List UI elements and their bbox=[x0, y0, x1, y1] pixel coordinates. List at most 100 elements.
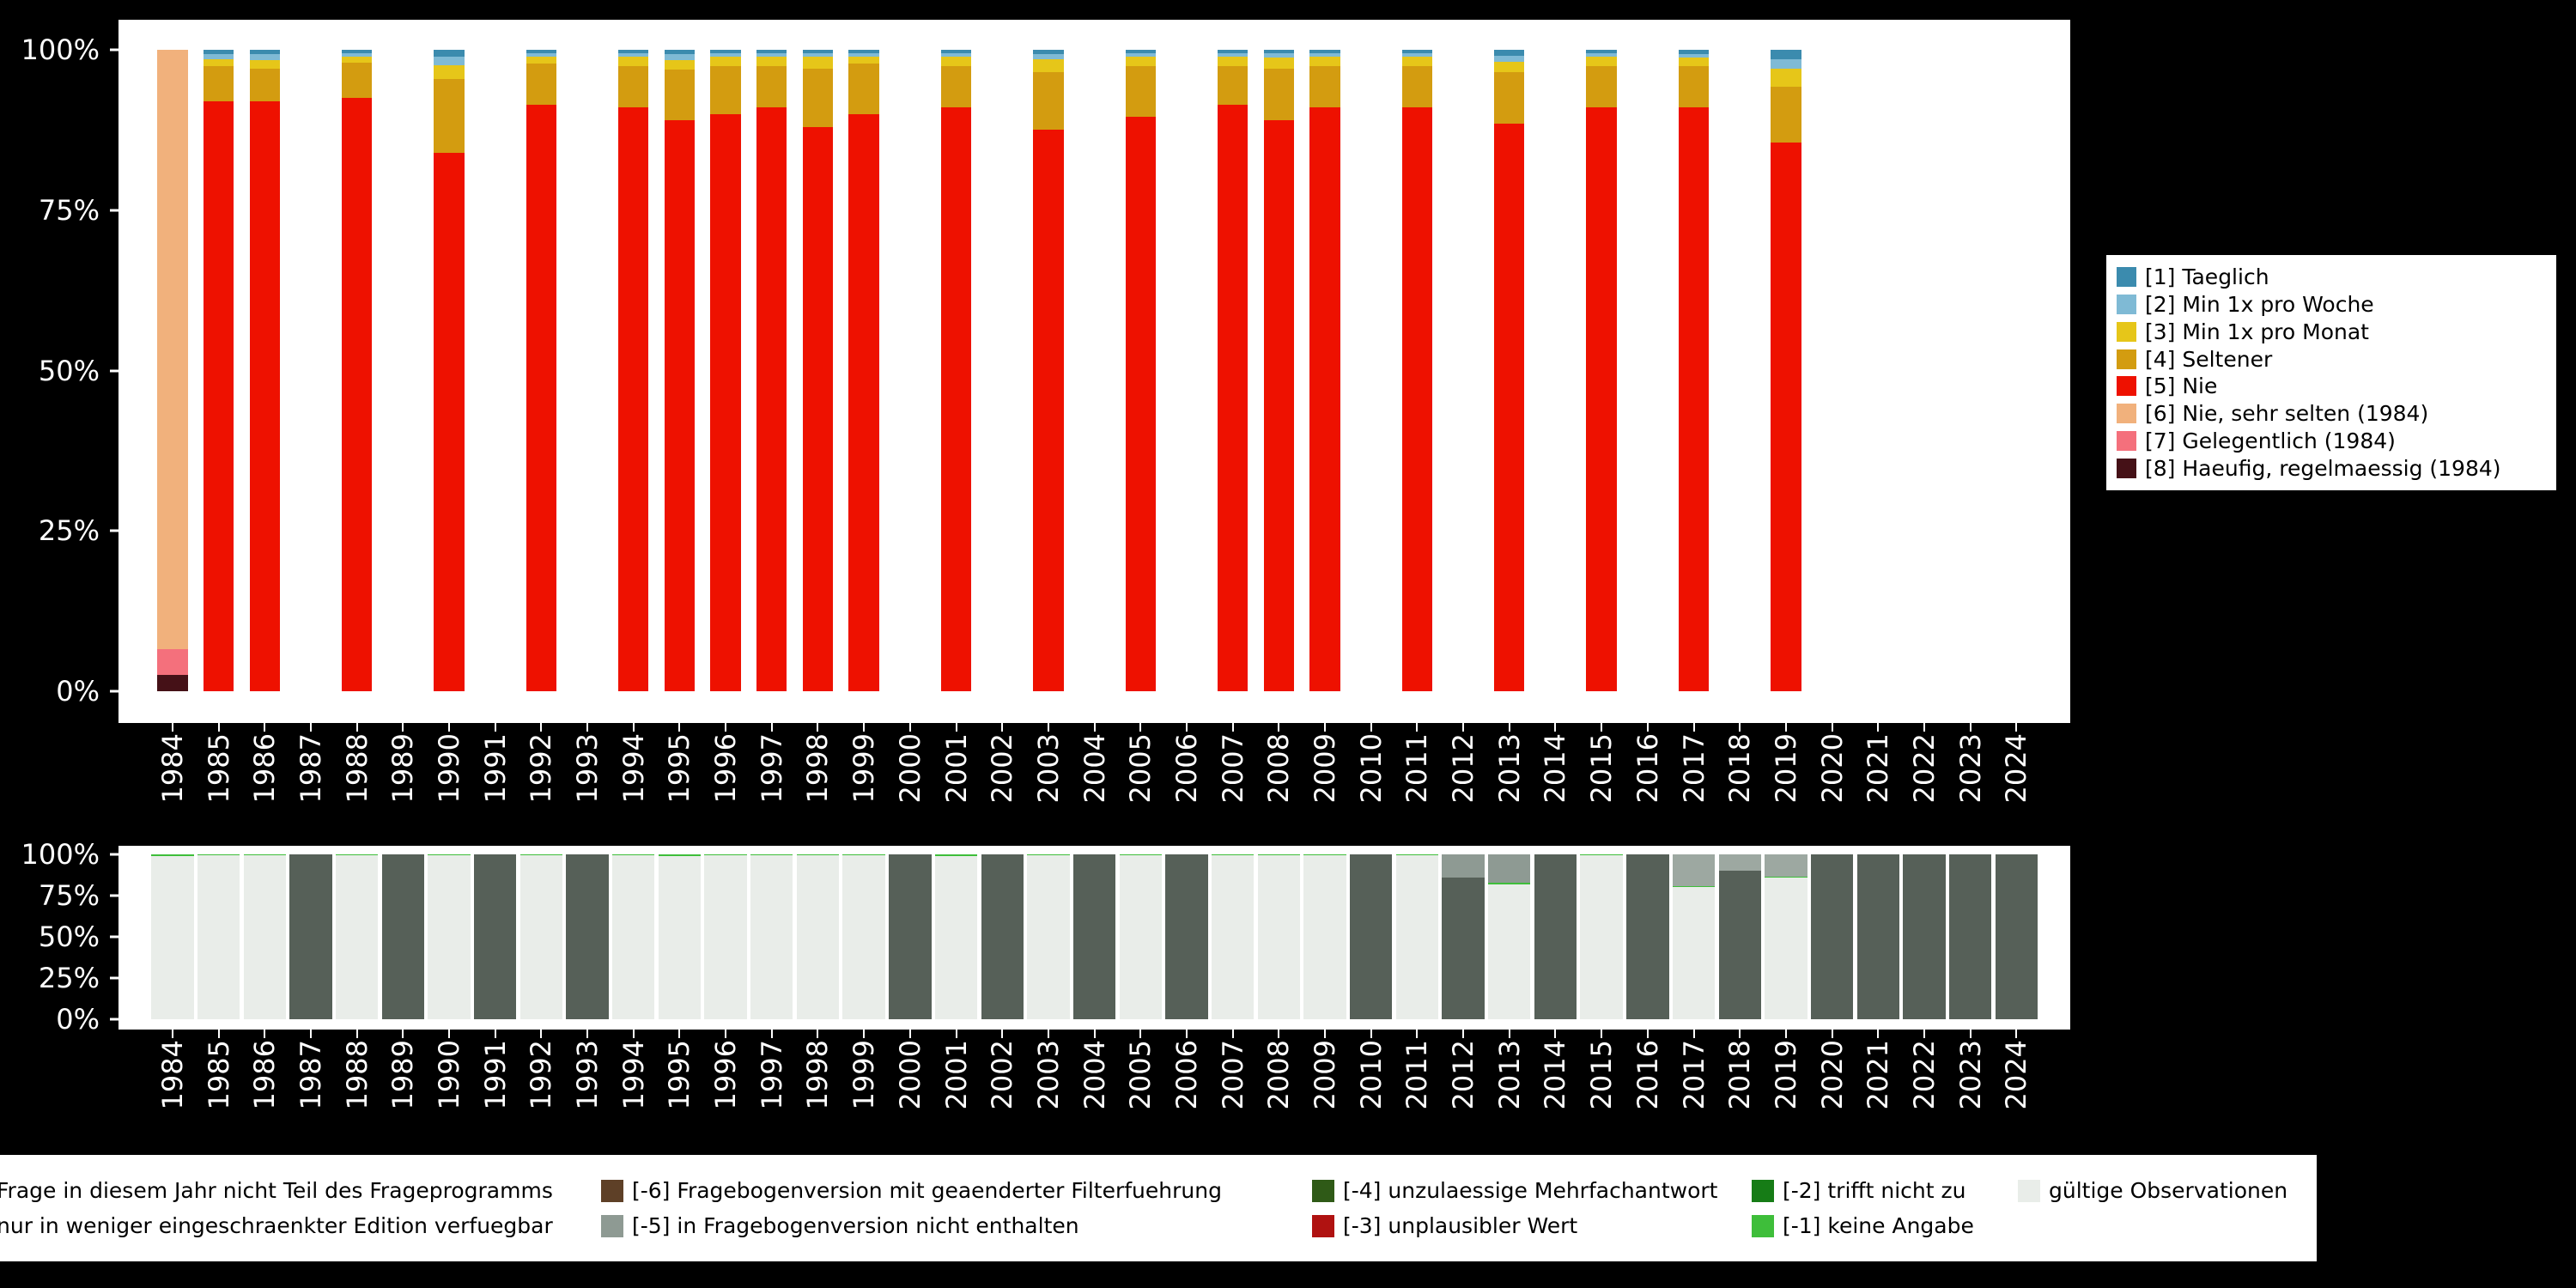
y-tick-label: 75% bbox=[38, 193, 100, 227]
bar-segment bbox=[848, 52, 879, 58]
stacked-bar-2004 bbox=[1072, 854, 1116, 1019]
legend-swatch bbox=[2117, 294, 2136, 314]
x-tick-label: 2001 bbox=[939, 1040, 973, 1110]
bar-segment bbox=[1534, 854, 1577, 1019]
bar-segment bbox=[151, 855, 194, 1019]
bar-segment bbox=[1586, 52, 1617, 58]
bar-slot-2016 bbox=[1625, 50, 1671, 691]
x-tick: 2017 bbox=[1671, 1040, 1717, 1134]
legend-swatch bbox=[2117, 321, 2136, 342]
stacked-bar-2023 bbox=[1955, 50, 1985, 691]
stacked-bar-2002 bbox=[981, 854, 1024, 1019]
stacked-bar-1997 bbox=[756, 50, 787, 691]
bar-segment bbox=[1401, 107, 1433, 691]
x-tick: 1986 bbox=[241, 1040, 288, 1134]
bar-segment bbox=[434, 152, 465, 691]
bar-slot-1991 bbox=[472, 854, 519, 1019]
x-tick: 2001 bbox=[933, 733, 980, 828]
x-tick: 2002 bbox=[979, 1040, 1025, 1134]
x-tick: 1993 bbox=[564, 1040, 611, 1134]
x-tick-label: 2017 bbox=[1677, 1040, 1710, 1110]
bar-segment bbox=[756, 107, 787, 691]
bar-segment bbox=[618, 107, 649, 691]
x-tick: 2007 bbox=[1210, 1040, 1256, 1134]
x-tick: 2011 bbox=[1394, 1040, 1441, 1134]
bar-segment bbox=[756, 52, 787, 58]
bar-segment bbox=[664, 70, 696, 121]
x-tick-label: 2022 bbox=[1907, 1040, 1941, 1110]
x-tick-label: 2023 bbox=[1953, 733, 1987, 804]
bar-slot-2008 bbox=[1256, 854, 1303, 1019]
bar-segment bbox=[203, 100, 234, 691]
stacked-bar-2021 bbox=[1863, 50, 1893, 691]
x-tick: 2003 bbox=[1025, 733, 1072, 828]
stacked-bar-1985 bbox=[197, 854, 240, 1019]
x-tick: 2022 bbox=[1901, 1040, 1947, 1134]
x-tick-label: 1987 bbox=[294, 1040, 327, 1110]
x-tick-label: 1997 bbox=[755, 733, 788, 804]
legend-entry: Frage in diesem Jahr nicht Teil des Frag… bbox=[0, 1178, 601, 1203]
x-tick: 2007 bbox=[1210, 733, 1256, 828]
x-tick-label: 1993 bbox=[571, 1040, 605, 1110]
legend-label: [-3] unplausibler Wert bbox=[1343, 1213, 1578, 1238]
legend-swatch bbox=[1752, 1179, 1774, 1202]
x-tick: 2013 bbox=[1486, 733, 1533, 828]
stacked-bar-2016 bbox=[1632, 50, 1662, 691]
legend-entry: gültige Observationen bbox=[2018, 1178, 2287, 1203]
bar-segment bbox=[1119, 854, 1162, 1019]
stacked-bar-2012 bbox=[1442, 854, 1485, 1019]
legend-label: [1] Taeglich bbox=[2145, 264, 2269, 289]
bar-segment bbox=[940, 52, 972, 58]
bar-segment bbox=[750, 854, 793, 855]
bar-segment bbox=[157, 649, 188, 676]
bar-slot-1989 bbox=[380, 50, 426, 691]
bar-slot-1987 bbox=[288, 50, 334, 691]
stacked-bar-1991 bbox=[480, 50, 510, 691]
bar-slot-1999 bbox=[841, 50, 887, 691]
y-tick-mark bbox=[110, 935, 120, 939]
bar-segment bbox=[934, 854, 978, 856]
legend-entry: [-4] unzulaessige Mehrfachantwort bbox=[1312, 1178, 1752, 1203]
bar-segment bbox=[1263, 52, 1295, 58]
bar-segment bbox=[1401, 50, 1433, 53]
legend-swatch bbox=[2117, 431, 2136, 452]
x-tick-label: 2015 bbox=[1585, 733, 1619, 804]
x-tick-label: 2016 bbox=[1631, 733, 1664, 804]
bar-slot-2014 bbox=[1533, 854, 1579, 1019]
stacked-bar-2012 bbox=[1448, 50, 1478, 691]
bar-slot-1988 bbox=[334, 50, 380, 691]
bar-segment bbox=[1488, 883, 1531, 884]
stacked-bar-2006 bbox=[1171, 50, 1201, 691]
y-tick-mark bbox=[110, 853, 120, 856]
bar-segment bbox=[802, 52, 834, 58]
stacked-bar-1994 bbox=[618, 50, 649, 691]
stacked-bar-2003 bbox=[1033, 50, 1064, 691]
legend-label: [-2] trifft nicht zu bbox=[1783, 1178, 1966, 1203]
bar-segment bbox=[243, 854, 286, 855]
x-tick-label: 2000 bbox=[893, 733, 927, 804]
x-tick: 1992 bbox=[519, 1040, 565, 1134]
stacked-bar-2017 bbox=[1672, 854, 1716, 1019]
x-tick: 2006 bbox=[1163, 733, 1210, 828]
y-tick-mark bbox=[110, 894, 120, 897]
bar-slot-2000 bbox=[887, 50, 933, 691]
bar-segment bbox=[249, 53, 280, 60]
legend-entry: [8] Haeufig, regelmaessig (1984) bbox=[2117, 456, 2546, 481]
x-tick-label: 2010 bbox=[1354, 733, 1388, 804]
stacked-bar-1986 bbox=[249, 50, 280, 691]
legend-entry: [2] Min 1x pro Woche bbox=[2117, 292, 2546, 317]
x-tick-label: 1989 bbox=[386, 733, 420, 804]
bar-segment bbox=[526, 63, 557, 105]
x-tick: 2014 bbox=[1533, 1040, 1579, 1134]
x-tick: 1991 bbox=[472, 733, 519, 828]
stacked-bar-2015 bbox=[1580, 854, 1623, 1019]
legend-entry: [-2] trifft nicht zu bbox=[1752, 1178, 2018, 1203]
bar-segment bbox=[756, 57, 787, 66]
x-tick-label: 2009 bbox=[1309, 1040, 1342, 1110]
x-tick-label: 2003 bbox=[1031, 1040, 1065, 1110]
legend-swatch bbox=[2117, 404, 2136, 424]
bar-slot-1985 bbox=[196, 50, 242, 691]
x-tick-label: 1996 bbox=[709, 1040, 743, 1110]
bar-slot-2001 bbox=[933, 50, 980, 691]
x-tick-label: 1995 bbox=[663, 733, 696, 804]
